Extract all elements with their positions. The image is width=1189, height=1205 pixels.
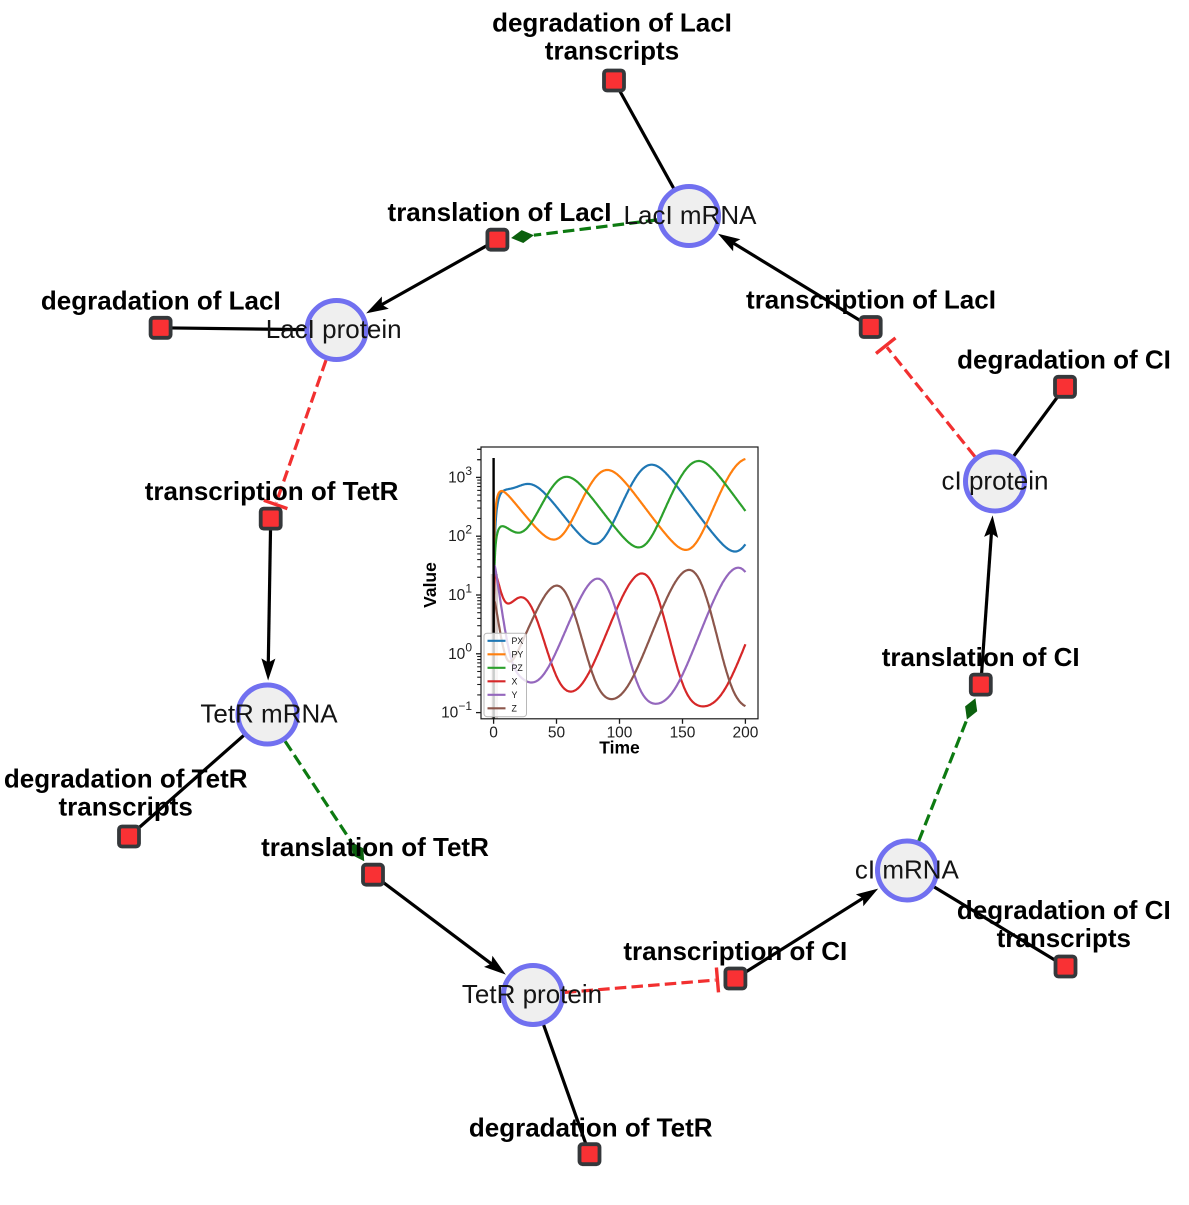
svg-text:transcription of LacI: transcription of LacI: [746, 285, 996, 315]
svg-text:50: 50: [548, 724, 566, 741]
svg-text:TetR protein: TetR protein: [462, 979, 602, 1009]
svg-text:LacI protein: LacI protein: [266, 314, 402, 344]
svg-text:degradation of TetR: degradation of TetR: [469, 1112, 713, 1142]
svg-text:TetR mRNA: TetR mRNA: [200, 699, 338, 729]
svg-text:LacI mRNA: LacI mRNA: [624, 200, 758, 230]
svg-text:transcripts: transcripts: [59, 792, 193, 822]
svg-text:degradation of CI: degradation of CI: [957, 895, 1171, 925]
svg-text:transcripts: transcripts: [545, 36, 679, 66]
svg-text:Y: Y: [512, 690, 518, 700]
svg-text:degradation of LacI: degradation of LacI: [492, 8, 732, 38]
svg-text:translation of LacI: translation of LacI: [388, 197, 612, 227]
svg-text:degradation of CI: degradation of CI: [957, 344, 1171, 374]
svg-text:0: 0: [489, 724, 498, 741]
svg-text:translation of TetR: translation of TetR: [261, 832, 489, 862]
svg-text:transcription of TetR: transcription of TetR: [145, 476, 399, 506]
svg-text:transcription of CI: transcription of CI: [623, 936, 847, 966]
svg-text:translation of CI: translation of CI: [882, 642, 1080, 672]
svg-text:degradation of TetR: degradation of TetR: [4, 764, 248, 794]
svg-text:Value: Value: [420, 562, 440, 608]
svg-text:PX: PX: [512, 636, 524, 646]
svg-text:transcripts: transcripts: [997, 923, 1131, 953]
svg-text:X: X: [512, 677, 518, 687]
svg-text:PZ: PZ: [512, 663, 524, 673]
svg-text:200: 200: [732, 724, 758, 741]
svg-text:cI mRNA: cI mRNA: [855, 855, 960, 885]
svg-text:150: 150: [670, 724, 696, 741]
svg-text:degradation of LacI: degradation of LacI: [41, 285, 281, 315]
svg-text:cI protein: cI protein: [942, 466, 1049, 496]
svg-text:PY: PY: [512, 650, 524, 660]
svg-text:Z: Z: [512, 704, 518, 714]
svg-text:Time: Time: [599, 738, 640, 758]
svg-text:100: 100: [607, 724, 633, 741]
